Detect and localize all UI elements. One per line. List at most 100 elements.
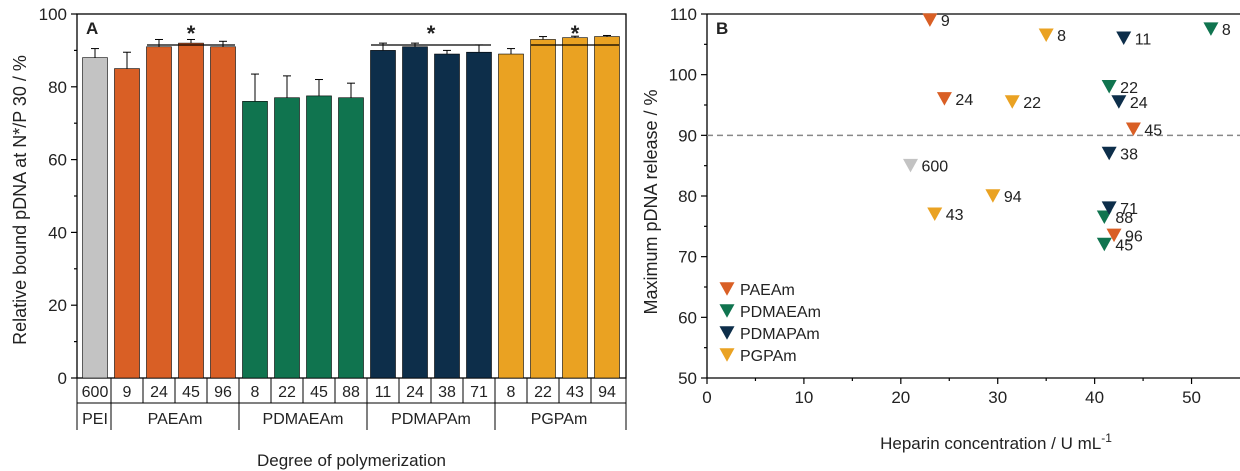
- dp-label: 8: [251, 384, 260, 401]
- point-label: 43: [946, 207, 964, 224]
- scatter-point: [922, 13, 938, 27]
- significance-star: *: [187, 21, 196, 46]
- panel-label-b: B: [716, 19, 728, 38]
- y-tick-label: 90: [678, 126, 697, 145]
- dp-label: 45: [310, 384, 328, 401]
- bar: [562, 37, 588, 379]
- point-label: 8: [1057, 28, 1066, 45]
- scatter-point: [1004, 95, 1020, 109]
- scatter-point: [1096, 210, 1112, 224]
- group-label: PAEAm: [148, 411, 203, 428]
- legend-label: PDMAPAm: [740, 326, 820, 343]
- dp-label: 11: [375, 384, 392, 401]
- dp-label: 45: [182, 384, 200, 401]
- point-label: 38: [1120, 147, 1138, 164]
- dp-label: 22: [278, 384, 296, 401]
- dp-label: 9: [123, 384, 132, 401]
- point-label: 45: [1115, 238, 1133, 255]
- y-tick-label: 100: [669, 66, 697, 85]
- point-label: 88: [1115, 210, 1133, 227]
- panel-label-a: A: [86, 19, 98, 38]
- bar: [338, 97, 364, 379]
- point-label: 11: [1135, 31, 1152, 48]
- x-axis-label-superscript: -1: [1101, 431, 1112, 445]
- y-tick-label: 80: [678, 187, 697, 206]
- y-tick-label: 80: [48, 78, 67, 97]
- bar: [498, 53, 524, 379]
- group-label: PGPAm: [531, 411, 588, 428]
- x-axis-label: Degree of polymerization: [257, 451, 446, 470]
- scatter-point: [1101, 201, 1117, 215]
- scatter-point: [1106, 228, 1122, 243]
- bar: [146, 46, 172, 379]
- dp-label: 24: [150, 384, 168, 401]
- bar: [242, 101, 268, 379]
- group-label: PEI: [82, 411, 108, 428]
- legend-marker: [719, 348, 735, 362]
- group-label: PDMAPAm: [391, 411, 471, 428]
- significance-star: *: [571, 21, 580, 46]
- dp-label: 43: [566, 384, 584, 401]
- bar: [530, 39, 556, 379]
- bar: [370, 50, 396, 379]
- y-axis-label: Maximum pDNA release / %: [641, 89, 661, 314]
- point-label: 600: [922, 159, 949, 176]
- y-tick-label: 60: [678, 308, 697, 327]
- x-axis-label: Heparin concentration / U mL-1: [880, 431, 1112, 453]
- y-tick-label: 50: [678, 369, 697, 388]
- y-tick-label: 110: [670, 5, 697, 24]
- bar: [466, 51, 492, 379]
- panel-b-scatter-chart: 50 60 70 80 90 100 110 0 10 20 30 40 50 B Maximum pDNA…: [641, 5, 1240, 453]
- x-axis-label-text: Heparin concentration / U mL: [880, 434, 1101, 453]
- scatter-point: [1101, 146, 1117, 161]
- dp-label: 71: [470, 384, 488, 401]
- bar: [274, 97, 300, 379]
- point-label: 71: [1120, 201, 1138, 218]
- point-label: 24: [955, 92, 973, 109]
- x-tick-label: 10: [794, 388, 813, 407]
- scatter-point: [985, 189, 1001, 203]
- point-label: 22: [1120, 80, 1138, 97]
- y-tick-label: 100: [39, 5, 67, 24]
- y-tick-label: 0: [58, 369, 67, 388]
- x-tick-label: 50: [1182, 388, 1201, 407]
- y-tick-label: 70: [678, 248, 697, 267]
- bar: [594, 36, 620, 379]
- scatter-point: [1125, 122, 1141, 137]
- dp-label: 24: [406, 384, 424, 401]
- legend-label: PAEAm: [740, 282, 795, 299]
- point-label: 22: [1023, 95, 1041, 112]
- scatter-point: [1116, 31, 1132, 46]
- dp-label: 38: [438, 384, 456, 401]
- point-label: 24: [1130, 95, 1148, 112]
- bar: [402, 46, 428, 379]
- dp-label: 96: [214, 384, 232, 401]
- dp-label: 88: [342, 384, 360, 401]
- legend-label: PGPAm: [740, 348, 797, 365]
- scatter-point: [1203, 22, 1219, 36]
- scatter-point: [1101, 80, 1117, 94]
- y-tick-label: 40: [48, 223, 67, 242]
- x-tick-label: 30: [988, 388, 1007, 407]
- x-tick-label: 0: [702, 388, 711, 407]
- scatter-point: [927, 207, 943, 221]
- legend-marker: [719, 326, 735, 340]
- scatter-point: [1096, 237, 1112, 252]
- x-tick-label: 40: [1085, 388, 1104, 407]
- x-tick-label: 20: [891, 388, 910, 407]
- bar: [82, 57, 108, 379]
- panel-a-bar-chart: 0 20 40 60 80 100 Relative bound pDNA at N*/P …: [10, 5, 627, 470]
- legend-label: PDMAEAm: [740, 304, 821, 321]
- significance-star: *: [427, 21, 436, 46]
- point-label: 8: [1222, 22, 1231, 39]
- y-axis-label: Relative bound pDNA at N*/P 30 / %: [10, 55, 30, 345]
- scatter-point: [1038, 28, 1054, 42]
- point-label: 96: [1125, 228, 1143, 245]
- legend-marker: [719, 282, 735, 296]
- bar: [306, 95, 332, 379]
- bar: [434, 53, 460, 379]
- scatter-point: [903, 158, 919, 173]
- dp-label: 8: [507, 384, 516, 401]
- point-label: 9: [941, 13, 950, 30]
